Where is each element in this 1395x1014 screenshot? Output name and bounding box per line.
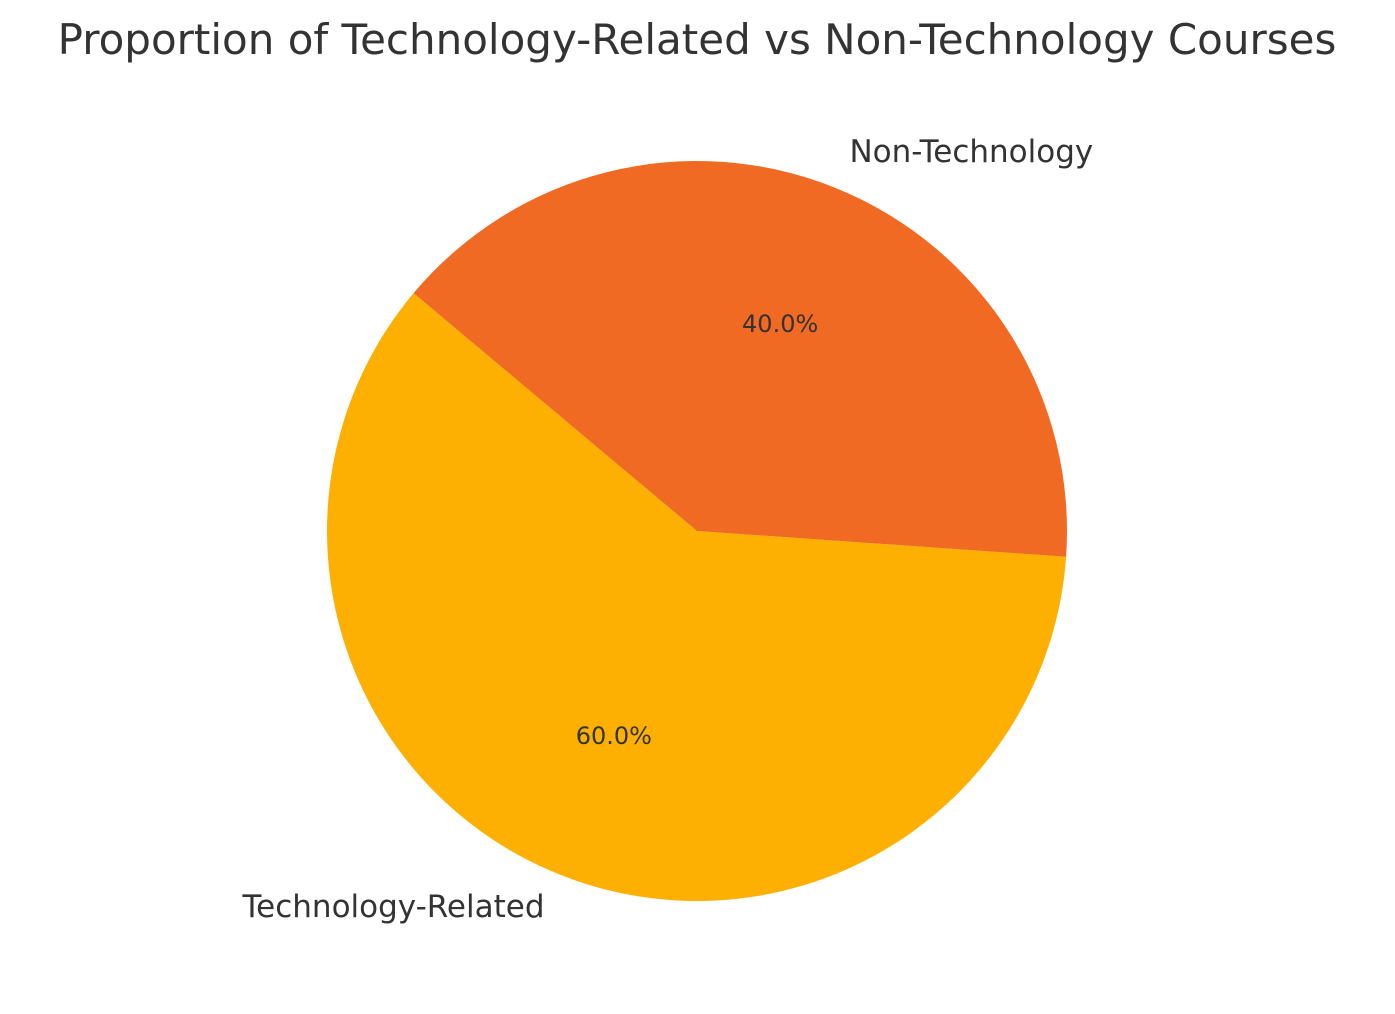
pie-slices (327, 160, 1067, 901)
pie-labels: Technology-Related 60.0% Non-Technology 40.… (242, 134, 1094, 925)
percent-label-non-technology: 40.0% (742, 310, 818, 338)
percent-label-technology-related: 60.0% (576, 722, 652, 750)
slice-label-technology-related: Technology-Related (242, 889, 545, 925)
pie-slice-technology-related (327, 293, 1067, 901)
pie-slice-non-technology (413, 160, 1067, 557)
chart-title: Proportion of Technology-Related vs Non-… (58, 15, 1337, 64)
slice-label-non-technology: Non-Technology (849, 134, 1093, 170)
